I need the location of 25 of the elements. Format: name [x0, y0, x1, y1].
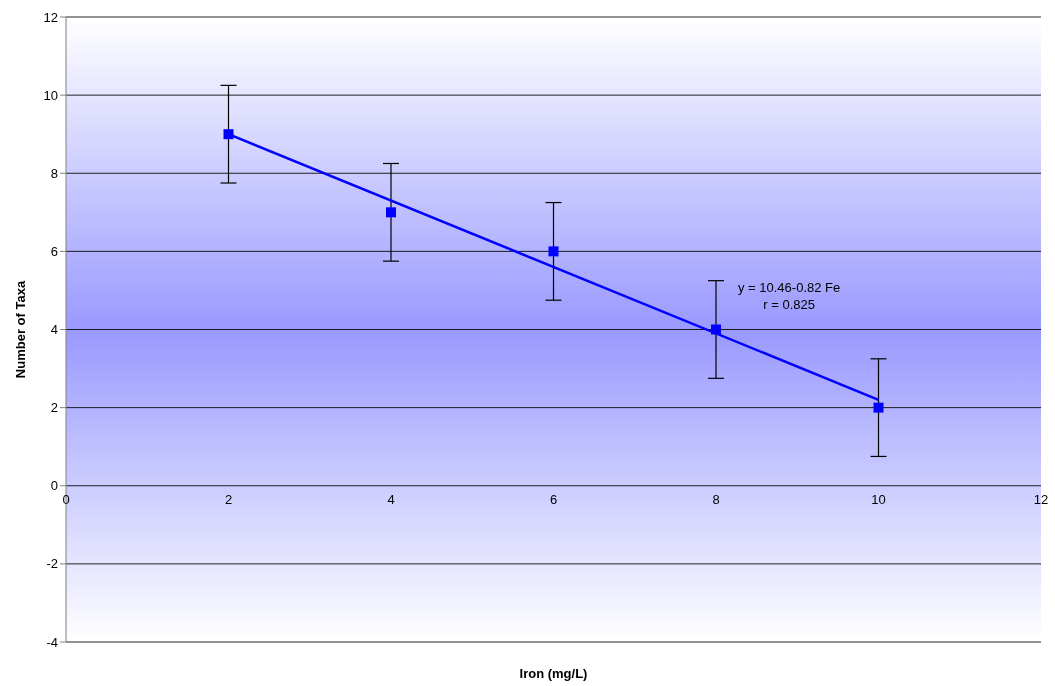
- y-tick-label: -2: [46, 556, 58, 572]
- x-tick-label: 12: [1033, 491, 1049, 507]
- y-tick-label: 2: [50, 400, 58, 416]
- y-tick-label: 10: [43, 87, 58, 103]
- y-tick-label: 0: [50, 478, 58, 494]
- x-tick-label: 2: [224, 491, 233, 507]
- point: [223, 129, 234, 140]
- point: [711, 324, 721, 335]
- x-axis-title: Iron (mg/L): [519, 666, 588, 681]
- x-tick-label: 8: [712, 491, 720, 507]
- y-tick-label: 12: [43, 9, 58, 25]
- y-axis-title: Number of Taxa: [12, 280, 28, 379]
- y-tick-label: 6: [50, 243, 58, 259]
- x-tick-label: 10: [871, 491, 886, 507]
- x-tick-label: 0: [62, 491, 70, 507]
- y-tick-label: 4: [50, 322, 58, 338]
- annotation: y = 10.46-0.82 Fe: [737, 278, 842, 296]
- point: [873, 402, 884, 413]
- x-tick-label: 4: [387, 491, 395, 507]
- annotation: r = 0.825: [762, 295, 816, 313]
- y-tick-label: 8: [50, 165, 58, 181]
- point: [548, 246, 559, 257]
- y-tick-label: -4: [46, 634, 58, 650]
- point: [386, 207, 396, 218]
- x-tick-label: 6: [549, 491, 558, 507]
